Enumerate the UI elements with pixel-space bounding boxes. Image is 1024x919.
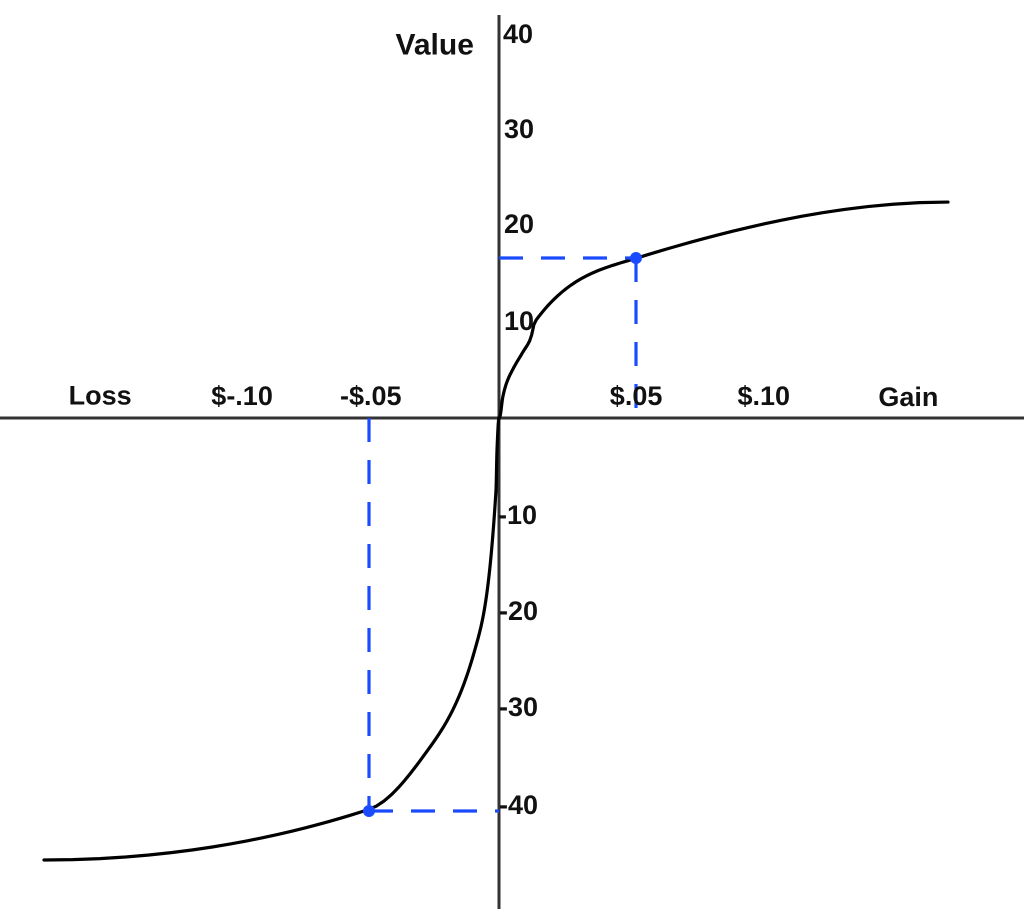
svg-text:-30: -30: [499, 692, 538, 722]
svg-text:$-.10: $-.10: [211, 381, 273, 411]
svg-text:$.10: $.10: [738, 381, 791, 411]
svg-text:10: 10: [504, 306, 534, 336]
svg-text:-40: -40: [499, 790, 538, 820]
svg-text:-20: -20: [499, 596, 538, 626]
svg-text:30: 30: [504, 114, 534, 144]
svg-text:Loss: Loss: [69, 380, 132, 410]
svg-text:$.05: $.05: [610, 381, 663, 411]
svg-text:-10: -10: [498, 500, 537, 530]
svg-text:20: 20: [504, 209, 534, 239]
svg-text:Gain: Gain: [878, 382, 938, 412]
svg-text:-$.05: -$.05: [340, 381, 402, 411]
svg-text:40: 40: [503, 19, 533, 49]
svg-text:Value: Value: [396, 29, 474, 62]
